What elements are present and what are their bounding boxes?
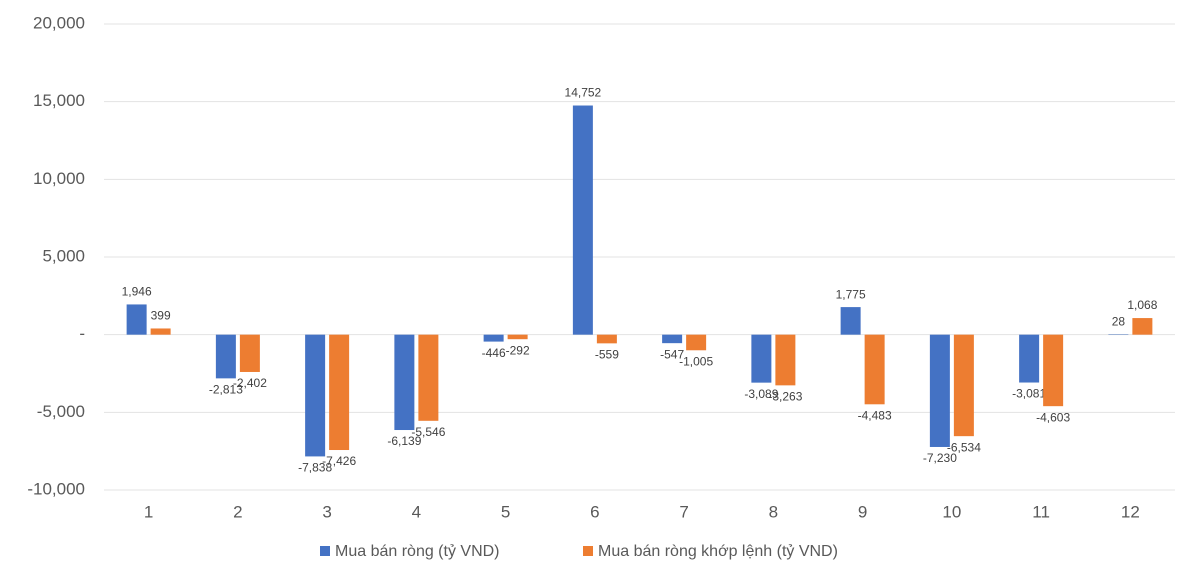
value-label: -2,813	[209, 383, 243, 397]
value-label: -3,263	[768, 390, 802, 404]
bar	[929, 334, 950, 447]
bar	[329, 334, 350, 451]
value-label: -6,139	[387, 434, 421, 448]
value-label: -559	[595, 348, 619, 362]
bar	[775, 334, 796, 386]
value-label: 28	[1112, 314, 1126, 328]
value-label: -1,005	[679, 354, 713, 368]
y-tick-label: -	[79, 324, 85, 343]
x-tick-label: 12	[1121, 502, 1140, 521]
bar	[840, 307, 861, 335]
value-label: -446	[482, 346, 506, 360]
bar	[953, 334, 974, 437]
x-tick-label: 8	[769, 502, 778, 521]
value-label: -4,483	[858, 408, 892, 422]
bar	[418, 334, 439, 421]
value-label: 1,946	[122, 285, 152, 299]
value-label: 399	[151, 309, 171, 323]
x-tick-label: 9	[858, 502, 867, 521]
bar	[662, 334, 683, 344]
value-label: -3,089	[744, 387, 778, 401]
bar	[751, 334, 772, 383]
value-label: 1,068	[1127, 298, 1157, 312]
bar	[126, 304, 147, 335]
bar	[1132, 318, 1153, 335]
value-label: 1,775	[836, 287, 866, 301]
x-tick-label: 4	[412, 502, 421, 521]
y-tick-label: 15,000	[33, 91, 85, 110]
bar	[507, 334, 528, 340]
x-tick-label: 7	[679, 502, 688, 521]
bar	[394, 334, 415, 431]
legend-label: Mua bán ròng khớp lệnh (tỷ VND)	[598, 543, 838, 560]
value-label: -5,546	[411, 425, 445, 439]
value-label: -547	[660, 347, 684, 361]
value-label: 14,752	[565, 86, 602, 100]
bar	[483, 334, 504, 342]
bar	[239, 334, 260, 372]
bar	[686, 334, 707, 351]
value-label: -4,603	[1036, 410, 1070, 424]
bar	[1019, 334, 1040, 383]
bar	[150, 328, 171, 335]
y-tick-label: 5,000	[42, 246, 85, 265]
bar	[572, 105, 593, 335]
x-tick-label: 11	[1032, 502, 1050, 521]
x-tick-label: 3	[322, 502, 331, 521]
x-tick-label: 2	[233, 502, 242, 521]
bar	[864, 334, 885, 405]
bar	[596, 334, 617, 344]
legend-swatch	[583, 546, 593, 556]
bar	[305, 334, 326, 457]
y-tick-label: 20,000	[33, 13, 85, 32]
value-label: -7,230	[923, 451, 957, 465]
x-tick-label: 6	[590, 502, 599, 521]
y-tick-label: -5,000	[37, 402, 85, 421]
legend-swatch	[320, 546, 330, 556]
value-label: -6,534	[947, 440, 981, 454]
x-tick-label: 1	[144, 502, 153, 521]
value-label: -3,081	[1012, 387, 1046, 401]
y-tick-label: 10,000	[33, 169, 85, 188]
x-tick-label: 10	[942, 502, 961, 521]
bar	[1043, 334, 1064, 407]
value-label: -7,838	[298, 461, 332, 475]
legend-label: Mua bán ròng (tỷ VND)	[335, 543, 500, 560]
value-label: -7,426	[322, 454, 356, 468]
bar	[215, 334, 236, 379]
x-tick-label: 5	[501, 502, 510, 521]
y-tick-label: -10,000	[27, 479, 85, 498]
value-label: -2,402	[233, 376, 267, 390]
value-label: -292	[506, 343, 530, 357]
